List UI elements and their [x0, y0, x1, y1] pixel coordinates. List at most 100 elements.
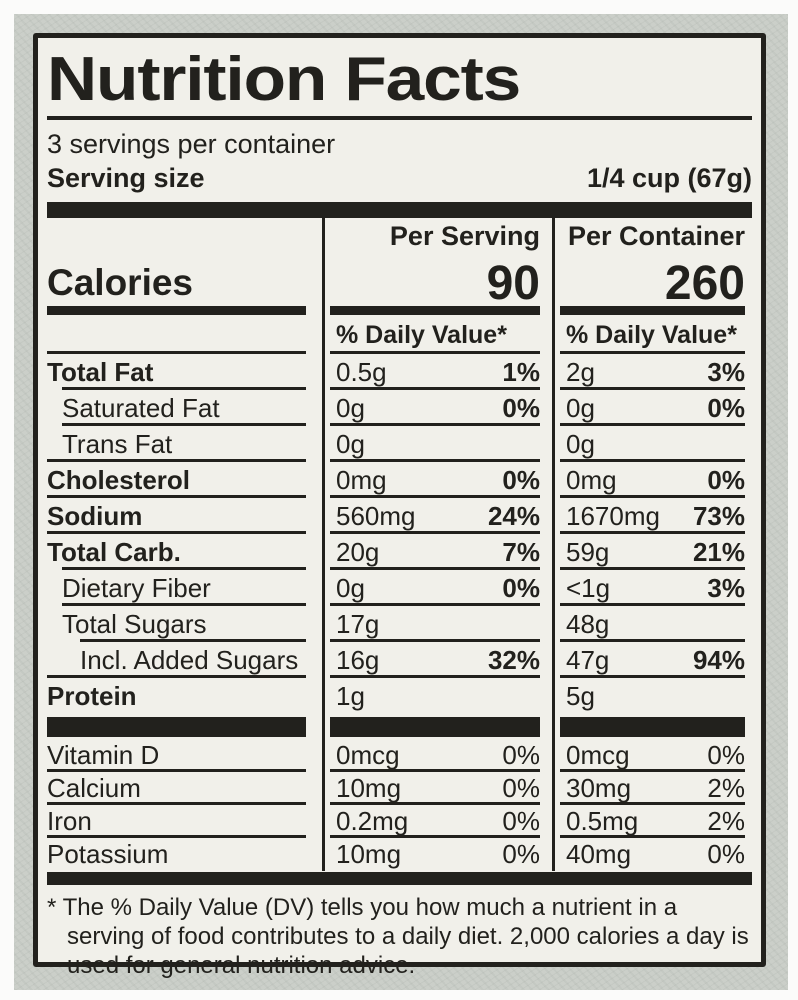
daily-value-header-serving: % Daily Value*	[336, 321, 507, 350]
nutrient-amount: <1g	[566, 572, 611, 603]
nutrient-name: Calcium	[47, 773, 141, 804]
nutrient-name-cell: Total Sugars	[47, 606, 322, 643]
nutrient-name: Saturated Fat	[62, 392, 220, 423]
nutrient-name-cell: Vitamin D	[47, 739, 322, 773]
nutrient-daily-value: 0%	[707, 464, 745, 495]
calories-underline-right	[552, 306, 752, 316]
calories-underline-row	[47, 306, 752, 317]
nutrient-name-cell: Sodium	[47, 498, 322, 535]
column-divider-1	[322, 218, 325, 872]
nutrient-row: Vitamin D 0mcg 0% 0mcg 0%	[47, 739, 752, 773]
nutrient-amount: 10mg	[336, 839, 402, 870]
per-container-value-cell: 1670mg 73%	[552, 498, 752, 535]
per-serving-value-cell: 0g 0%	[322, 570, 552, 607]
per-container-value-cell: 5g	[552, 678, 752, 714]
nutrient-amount: 20g	[336, 536, 380, 567]
nutrient-daily-value: 0%	[502, 392, 540, 423]
nutrient-daily-value: 94%	[692, 644, 745, 675]
section-separator-row	[47, 714, 752, 739]
nutrient-name-cell: Cholesterol	[47, 462, 322, 499]
nutrient-table: Calories Per Serving 90 Per Container 26…	[47, 218, 752, 872]
daily-value-header-container-cell: % Daily Value*	[552, 317, 752, 355]
nutrient-row: Dietary Fiber 0g 0% <1g 3%	[47, 570, 752, 607]
nutrient-name-cell: Dietary Fiber	[47, 570, 322, 607]
per-container-value-cell: 0mg 0%	[552, 462, 752, 499]
nutrient-name: Iron	[47, 806, 92, 837]
nutrient-daily-value: 0%	[502, 464, 540, 495]
serving-size-value: 1/4 cup (67g)	[586, 163, 752, 194]
section-bar-mid	[322, 716, 552, 737]
nutrient-amount: 0g	[336, 428, 365, 459]
nutrient-daily-value: 0%	[502, 839, 540, 870]
nutrient-amount: 0g	[336, 572, 365, 603]
nutrient-name-cell: Trans Fat	[47, 426, 322, 463]
nutrient-row: Total Fat 0.5g 1% 2g 3%	[47, 354, 752, 391]
nutrient-row: Saturated Fat 0g 0% 0g 0%	[47, 390, 752, 427]
nutrient-name-cell: Total Fat	[47, 354, 322, 391]
nutrient-daily-value: 21%	[692, 536, 745, 567]
per-container-value-cell: 0g	[552, 426, 752, 463]
title-rule	[47, 116, 752, 121]
nutrient-amount: 0mg	[566, 464, 617, 495]
footer-separator-bar	[47, 872, 752, 886]
per-serving-value-cell: 10mg 0%	[322, 838, 552, 871]
nutrient-daily-value: 7%	[502, 536, 540, 567]
nutrient-amount: 30mg	[566, 773, 632, 804]
per-container-value-cell: 2g 3%	[552, 354, 752, 391]
column-divider-2	[552, 218, 555, 872]
nutrient-daily-value: 2%	[707, 806, 745, 837]
nutrient-amount: 48g	[566, 608, 610, 639]
nutrient-row: Trans Fat 0g 0g	[47, 426, 752, 463]
per-serving-header: Per Serving	[389, 221, 540, 252]
per-container-value-cell: <1g 3%	[552, 570, 752, 607]
nutrient-name-cell: Calcium	[47, 772, 322, 806]
per-container-value-cell: 59g 21%	[552, 534, 752, 571]
section-bar-left	[47, 716, 322, 737]
per-container-header: Per Container	[567, 221, 745, 252]
per-serving-value-cell: 0g 0%	[322, 390, 552, 427]
daily-value-header-spacer	[47, 317, 322, 355]
nutrient-amount: 5g	[566, 680, 595, 711]
nutrient-daily-value: 0%	[502, 740, 540, 771]
nutrient-amount: 1670mg	[566, 500, 660, 531]
per-container-calories-value: 260	[664, 257, 745, 311]
calories-row: Calories Per Serving 90 Per Container 26…	[47, 218, 752, 311]
header-separator-bar	[47, 202, 752, 219]
nutrient-row: Cholesterol 0mg 0% 0mg 0%	[47, 462, 752, 499]
per-container-value-cell: 48g	[552, 606, 752, 643]
nutrient-name-cell: Iron	[47, 805, 322, 839]
nutrient-daily-value: 0%	[707, 392, 745, 423]
nutrient-amount: 16g	[336, 644, 380, 675]
nutrient-name: Total Sugars	[62, 608, 207, 639]
daily-value-header-row: % Daily Value* % Daily Value*	[47, 317, 752, 355]
per-container-value-cell: 0mcg 0%	[552, 739, 752, 773]
nutrient-amount: 2g	[566, 356, 595, 387]
nutrient-daily-value: 3%	[707, 572, 745, 603]
nutrient-row: Sodium 560mg 24% 1670mg 73%	[47, 498, 752, 535]
nutrient-row: Protein 1g 5g	[47, 678, 752, 714]
nutrient-amount: 0mg	[336, 464, 387, 495]
nutrient-row: Incl. Added Sugars 16g 32% 47g 94%	[47, 642, 752, 679]
nutrient-daily-value: 24%	[487, 500, 540, 531]
per-container-calories-cell: Per Container 260	[552, 218, 752, 311]
nutrient-name: Total Carb.	[47, 536, 181, 567]
per-serving-value-cell: 0.5g 1%	[322, 354, 552, 391]
per-serving-calories-cell: Per Serving 90	[322, 218, 552, 311]
per-serving-calories-value: 90	[486, 257, 540, 311]
nutrient-name-cell: Total Carb.	[47, 534, 322, 571]
nutrient-amount: 0g	[336, 392, 365, 423]
nutrient-daily-value: 2%	[707, 773, 745, 804]
daily-value-header-serving-cell: % Daily Value*	[322, 317, 552, 355]
nutrient-name-cell: Incl. Added Sugars	[47, 642, 322, 679]
nutrient-amount: 1g	[336, 680, 365, 711]
nutrient-amount: 0.5g	[336, 356, 387, 387]
nutrient-amount: 0mcg	[336, 740, 400, 771]
nutrient-amount: 0g	[566, 428, 595, 459]
daily-value-header-container: % Daily Value*	[566, 321, 737, 350]
per-serving-value-cell: 560mg 24%	[322, 498, 552, 535]
per-serving-value-cell: 0mcg 0%	[322, 739, 552, 773]
servings-per-container: 3 servings per container	[47, 129, 336, 160]
main-nutrient-rows: Total Fat 0.5g 1% 2g 3% Saturated Fat 0g 0% 0g 0%…	[47, 354, 752, 714]
label-title: Nutrition Facts	[47, 45, 521, 114]
nutrient-daily-value: 32%	[487, 644, 540, 675]
